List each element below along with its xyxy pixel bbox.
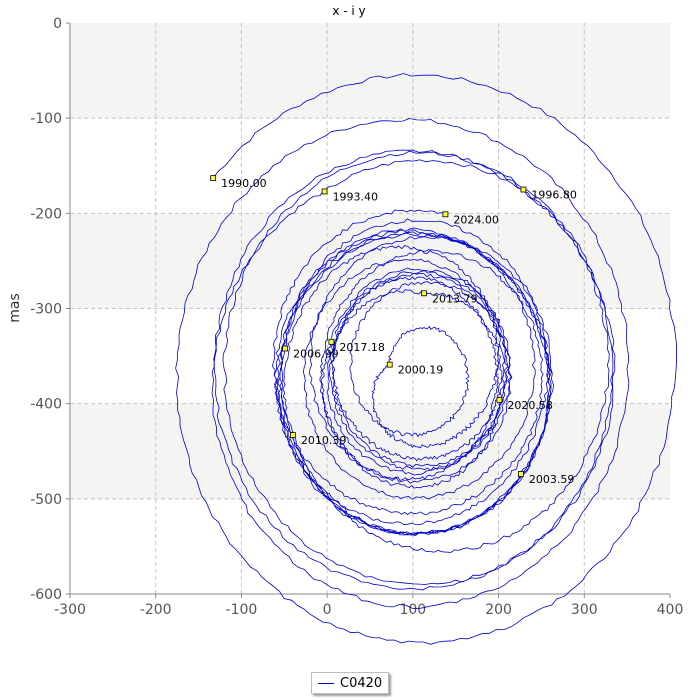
x-axis-ticks: -300 -200 -100 0 100 200 300 400 <box>54 594 683 618</box>
plot-band <box>70 498 670 594</box>
epoch-marker <box>386 361 393 368</box>
epoch-marker <box>517 471 524 477</box>
epoch-label: 2020.58 <box>507 399 553 412</box>
epoch-marker <box>421 290 427 297</box>
legend-label: C0420 <box>340 675 383 691</box>
epoch-label: 1996.80 <box>531 189 577 202</box>
x-tick-label: 300 <box>571 602 598 618</box>
x-tick-label: -200 <box>140 602 172 618</box>
plot-band <box>70 213 670 309</box>
epoch-label: 2003.59 <box>529 473 575 486</box>
y-tick-label: -400 <box>30 397 62 413</box>
epoch-label: 2024.00 <box>453 213 499 226</box>
epoch-label: 1993.40 <box>333 190 379 203</box>
epoch-marker <box>289 432 296 438</box>
plot-band <box>70 23 670 119</box>
plot-bands <box>70 23 670 594</box>
epoch-marker <box>442 211 449 218</box>
legend-swatch <box>318 682 334 684</box>
chart-title: x - i y <box>332 4 365 18</box>
y-axis-label: mas <box>7 293 23 323</box>
x-tick-label: -300 <box>54 602 86 618</box>
legend: C0420 <box>311 672 390 694</box>
grid-lines <box>70 23 670 594</box>
y-tick-label: -500 <box>30 492 62 508</box>
epoch-label: 2010.39 <box>301 434 347 447</box>
plot-band <box>70 308 670 404</box>
y-tick-label: -100 <box>30 111 62 127</box>
y-tick-label: -300 <box>30 302 62 318</box>
epoch-markers: 1990.00 1993.40 1996.80 2000.19 2003.59 2006.… <box>210 175 577 486</box>
y-tick-label: 0 <box>53 16 62 32</box>
epoch-label: 1990.00 <box>221 177 267 190</box>
epoch-marker <box>282 345 289 352</box>
epoch-marker <box>210 175 217 182</box>
x-tick-label: -100 <box>226 602 258 618</box>
x-tick-label: 100 <box>399 602 426 618</box>
x-tick-label: 200 <box>485 602 512 618</box>
plot-band <box>70 403 670 499</box>
epoch-label: 2017.18 <box>339 341 385 354</box>
plot-band <box>70 118 670 214</box>
x-tick-label: 400 <box>657 602 684 618</box>
epoch-marker <box>496 396 503 403</box>
y-tick-label: -200 <box>30 206 62 222</box>
epoch-marker <box>321 188 328 195</box>
epoch-label: 2013.79 <box>432 292 478 305</box>
epoch-marker <box>520 186 527 193</box>
y-axis-ticks: 0 -100 -200 -300 -400 -500 -600 <box>30 16 70 603</box>
epoch-label: 2000.19 <box>398 364 444 377</box>
y-tick-label: -600 <box>30 587 62 603</box>
epoch-marker <box>328 338 335 345</box>
x-tick-label: 0 <box>323 602 332 618</box>
epoch-label: 2006.99 <box>293 347 339 360</box>
